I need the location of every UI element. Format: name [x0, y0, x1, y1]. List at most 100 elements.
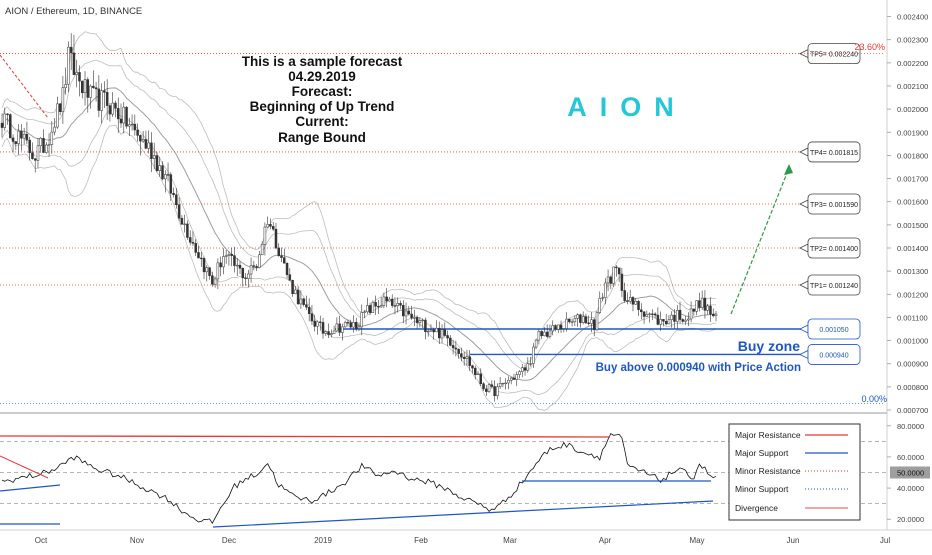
candle-body — [402, 304, 405, 317]
candle-body — [97, 88, 101, 111]
candle-body — [413, 317, 416, 319]
legend-label-minor-resistance: Minor Resistance — [735, 466, 801, 476]
forecast-arrow-head — [784, 164, 793, 175]
price-tick-label: 0.001300 — [897, 267, 928, 276]
price-tick-label: 0.000800 — [897, 383, 928, 392]
candle-body — [676, 310, 679, 322]
candle-body — [562, 328, 566, 330]
candle-body — [313, 320, 316, 327]
candle-body — [111, 102, 114, 115]
candle-body — [382, 296, 386, 306]
candle-body — [122, 106, 126, 124]
candle-body — [230, 254, 233, 256]
price-tick-label: 0.001200 — [897, 290, 928, 299]
candle-body — [271, 226, 275, 230]
fib-label-top: 23.60% — [854, 42, 885, 52]
candle-body — [155, 155, 159, 171]
candle-body — [509, 377, 513, 381]
candle-body — [119, 118, 123, 124]
price-tick-label: 0.002100 — [897, 82, 928, 91]
candle-body — [208, 267, 211, 276]
candle-body — [579, 314, 582, 323]
candle-body — [645, 313, 649, 317]
candle-body — [468, 356, 471, 366]
candle-body — [58, 103, 62, 112]
price-tick-label: 0.001900 — [897, 128, 928, 137]
support-resistance-levels: TP5= 0.002240 TP4= 0.001815 TP3= 0.001590 T… — [0, 43, 885, 404]
price-axis[interactable]: 0.002400 0.002300 0.002200 0.002100 0.002000… — [887, 13, 930, 525]
time-axis[interactable]: Oct Nov Dec 2019 Feb Mar Apr May Jun Jul — [35, 536, 891, 545]
candle-body — [529, 363, 532, 365]
price-tick-label: 0.002400 — [897, 13, 928, 22]
candle-body — [39, 137, 42, 147]
candle-body — [640, 309, 643, 313]
rsi-divergence-line — [0, 455, 49, 479]
candle-body — [186, 223, 189, 238]
rsi-line — [1, 433, 717, 524]
time-label-apr: Apr — [599, 536, 612, 545]
candle-body — [61, 87, 65, 112]
forecast-line-3: Forecast: — [292, 84, 353, 99]
candle-body — [280, 255, 283, 258]
candle-body — [211, 275, 214, 285]
candle-body — [89, 85, 92, 98]
candle-body — [476, 373, 480, 375]
candle-body — [285, 263, 289, 275]
candle-body — [537, 331, 541, 341]
candle-body — [3, 113, 7, 128]
candle-body — [557, 324, 560, 330]
candle-body — [659, 319, 662, 325]
candle-body — [656, 314, 660, 325]
rsi-tick-label: 40.0000 — [897, 484, 924, 493]
legend-label-major-resistance: Major Resistance — [735, 430, 801, 440]
callout-box-3 — [807, 237, 861, 259]
candle-body — [343, 322, 347, 328]
candle-body — [9, 114, 12, 139]
candle-body — [319, 321, 322, 323]
candle-body — [385, 296, 388, 302]
candle-body — [205, 267, 209, 273]
candle-body — [332, 330, 336, 334]
candle-body — [338, 323, 341, 333]
candle-body — [105, 92, 109, 106]
candle-body — [147, 142, 150, 149]
candle-body — [620, 273, 624, 291]
callout-label-2: TP3= 0.001590 — [810, 202, 858, 209]
candlestick-series — [0, 33, 718, 402]
candle-body — [554, 325, 557, 330]
candle-body — [684, 319, 687, 322]
candle-body — [194, 243, 197, 253]
candle-body — [424, 319, 427, 332]
candle-body — [648, 313, 651, 315]
candle-body — [664, 321, 668, 325]
candle-body — [20, 130, 23, 139]
time-label-may: May — [689, 536, 704, 545]
candle-body — [576, 314, 579, 319]
candle-body — [485, 388, 488, 392]
candle-body — [462, 356, 466, 359]
buy-instruction: Buy above 0.000940 with Price Action — [596, 362, 801, 374]
candle-body — [330, 333, 333, 335]
candle-body — [584, 316, 588, 324]
fib-label-bottom: 0.00% — [861, 394, 887, 404]
legend-swatches — [805, 434, 848, 509]
band-outer-lower — [1, 124, 717, 411]
candle-body — [703, 297, 707, 311]
candle-body — [404, 310, 408, 317]
price-tick-label: 0.001100 — [897, 313, 928, 322]
candle-body — [266, 224, 269, 228]
candle-body — [283, 257, 286, 264]
candle-body — [532, 346, 535, 364]
candle-body — [487, 384, 491, 392]
candle-body — [269, 224, 272, 227]
time-label-feb: Feb — [414, 536, 428, 545]
candle-body — [152, 155, 156, 159]
candle-body — [116, 108, 120, 120]
candle-body — [604, 282, 607, 298]
candle-body — [249, 265, 253, 275]
candle-body — [623, 290, 626, 301]
callout-label-0: TP5= 0.002240 — [810, 52, 858, 59]
candle-body — [662, 319, 665, 322]
